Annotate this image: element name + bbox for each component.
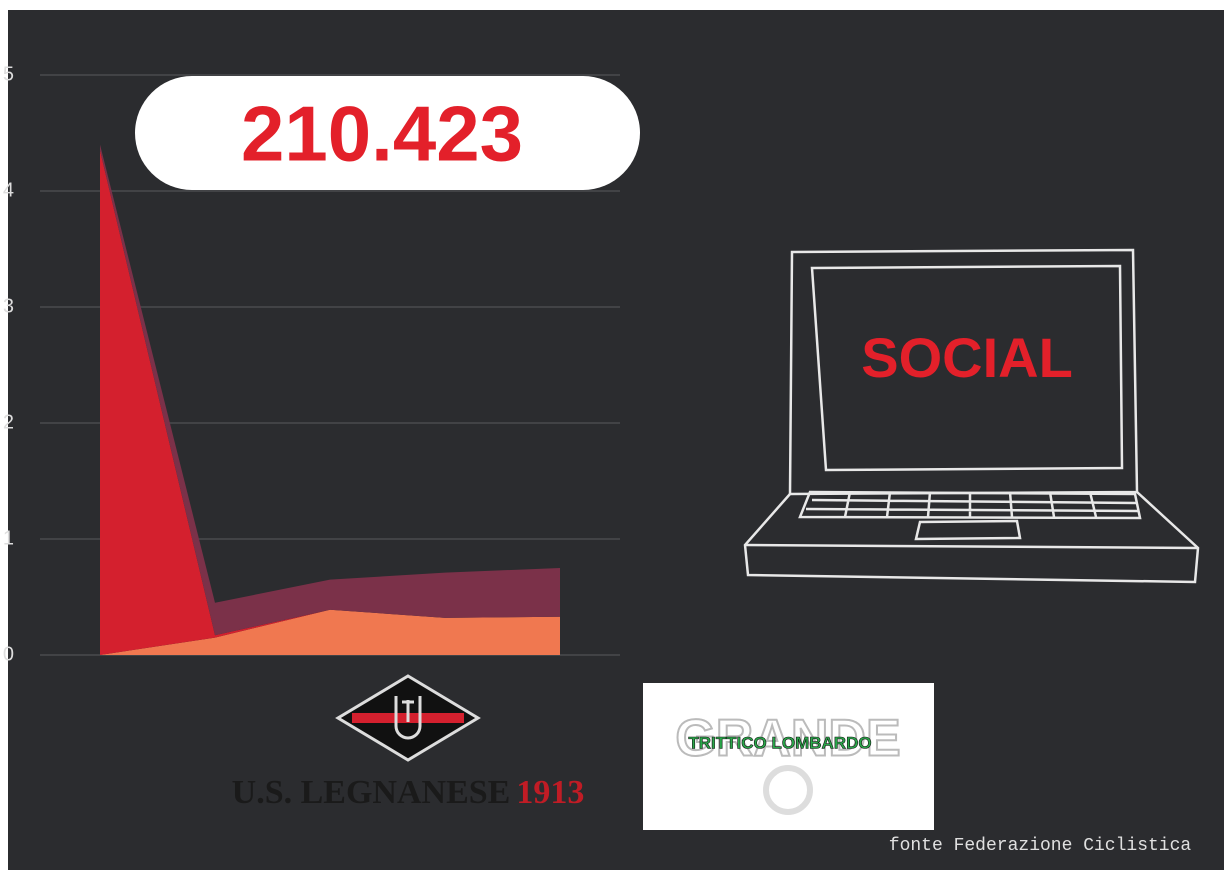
race-logo-small: TRITTICO LOMBARDO	[688, 733, 871, 752]
club-year: 1913	[516, 774, 584, 811]
source-note: fonte Federazione Ciclistica	[889, 836, 1192, 856]
y-tick-label: 4	[3, 179, 14, 201]
club-name-text: U.S. LEGNANESE	[232, 774, 511, 811]
infographic: 0 1 2 3 4 5 210.423 SOCIAL U.S. LEGNANESE1913…	[0, 0, 1224, 870]
y-tick-label: 5	[3, 63, 14, 85]
y-tick-label: 2	[3, 411, 14, 433]
headline: 210.423	[241, 90, 523, 178]
y-tick-label: 3	[3, 295, 14, 317]
y-tick-label: 0	[3, 643, 14, 665]
screen-text: SOCIAL	[861, 326, 1073, 389]
y-tick-label: 1	[3, 527, 14, 549]
